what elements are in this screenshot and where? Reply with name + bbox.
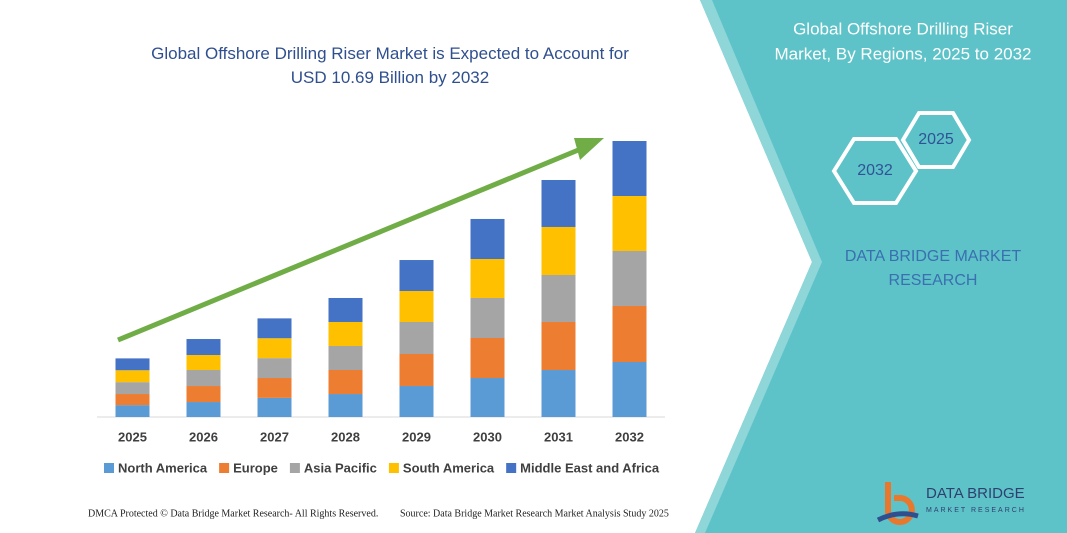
bar-segment [115, 394, 150, 406]
bar-segment [612, 195, 647, 251]
bar-segment [541, 321, 576, 371]
bar-segment [470, 378, 505, 417]
legend-swatch [388, 463, 399, 473]
bar-segment [115, 370, 150, 383]
logo-tagline: MARKET RESEARCH [926, 507, 1026, 514]
chart-title-line: Global Offshore Drilling Riser Market is… [151, 44, 629, 87]
bar-segment [186, 402, 221, 417]
legend-swatch [506, 463, 517, 473]
hexagon [831, 137, 919, 205]
panel-title: Market, By Regions, 2025 to 2032 [774, 44, 1031, 63]
legend-swatch [104, 463, 114, 473]
x-tick-label: 2029 [402, 429, 431, 444]
hex-label: 2025 [918, 131, 954, 148]
legend-label: North America [118, 460, 208, 475]
legend-label: Asia Pacific [304, 460, 377, 475]
logo-name: DATA BRIDGE [926, 485, 1025, 502]
legend-swatch [219, 463, 230, 473]
bar-segment [328, 394, 363, 417]
footer-left: DMCA Protected © Data Bridge Market Rese… [88, 508, 378, 519]
footer-right: Source: Data Bridge Market Research Mark… [400, 508, 669, 519]
bar-segment [115, 405, 150, 417]
arrow-head [574, 138, 604, 160]
bar-segment [399, 260, 434, 292]
legend-label: South America [403, 460, 495, 475]
bar-segment [470, 297, 505, 338]
bar-segment [399, 321, 434, 355]
bar-segment [541, 226, 576, 275]
side-panel [695, 0, 1067, 533]
bar-segment [186, 386, 221, 403]
bar-segment [257, 338, 292, 359]
hexagon [900, 111, 972, 169]
bar-segment [186, 370, 221, 387]
bar-segment [328, 370, 363, 395]
bar-segment [612, 250, 647, 306]
legend-swatch [289, 463, 300, 473]
bar-segment [399, 386, 434, 417]
panel-title: Global Offshore Drilling Riser [793, 19, 1013, 38]
hex-label: 2032 [857, 162, 893, 179]
bar-segment [612, 305, 647, 363]
bar-segment [399, 291, 434, 322]
bar-segment [257, 318, 292, 339]
bar-segment [470, 218, 505, 259]
bar-segment [186, 355, 221, 371]
bar-segment [115, 358, 150, 371]
bar-segment [541, 370, 576, 417]
logo-mark [876, 511, 919, 523]
bar-segment [257, 358, 292, 379]
bar-segment [541, 179, 576, 227]
x-tick-label: 2025 [118, 429, 147, 444]
legend-label: Europe [233, 460, 278, 475]
bar-segment [115, 382, 150, 395]
brand-text: RESEARCH [889, 272, 978, 289]
bar-segment [541, 274, 576, 322]
x-tick-label: 2026 [189, 429, 218, 444]
x-tick-label: 2028 [331, 429, 360, 444]
bar-segment [399, 354, 434, 387]
brand-text: DATA BRIDGE MARKET [845, 248, 1022, 265]
bar-segment [470, 258, 505, 298]
bar-segment [612, 362, 647, 417]
bar-segment [470, 337, 505, 379]
bar-segment [257, 397, 292, 417]
bar-segment [186, 339, 221, 356]
x-tick-label: 2027 [260, 429, 289, 444]
bar-segment [612, 141, 647, 196]
x-tick-label: 2032 [615, 429, 644, 444]
bar-segment [328, 297, 363, 322]
bar-segment [328, 345, 363, 371]
bar-segment [257, 378, 292, 398]
bar-segment [328, 321, 363, 346]
x-tick-label: 2030 [473, 429, 502, 444]
x-tick-label: 2031 [544, 429, 573, 444]
trend-arrow [117, 143, 589, 343]
legend-label: Middle East and Africa [520, 460, 660, 475]
